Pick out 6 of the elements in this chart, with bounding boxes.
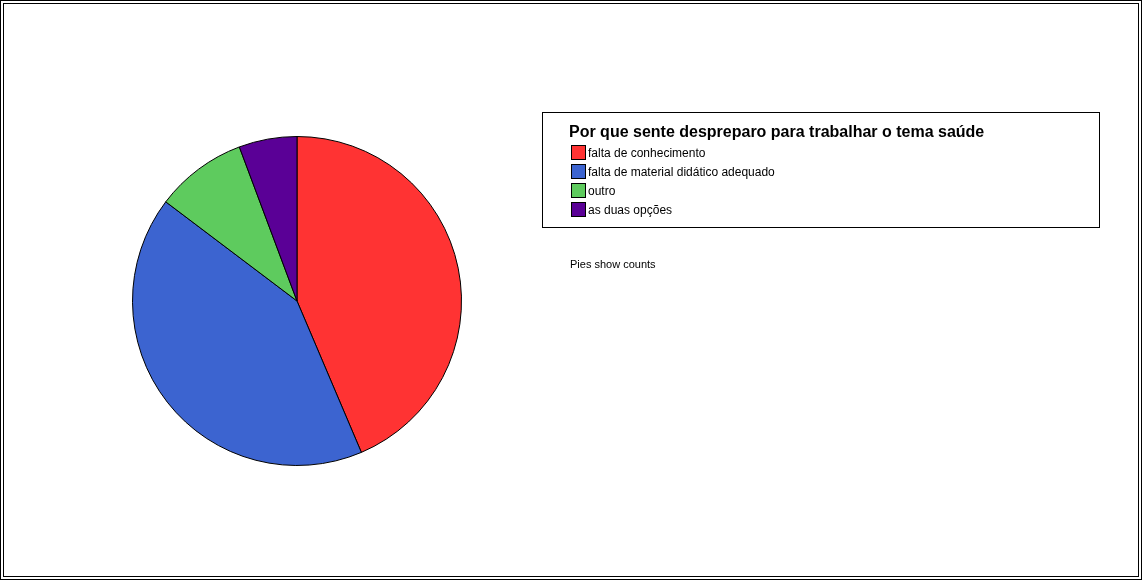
text: Pies show counts	[570, 258, 656, 270]
legend-label: outro	[588, 183, 616, 198]
legend-title: Por que sente despreparo para trabalhar o tema saúde	[569, 123, 986, 141]
legend-label: as duas opções	[588, 202, 673, 217]
legend-label: falta de material didático adequado	[588, 164, 775, 179]
legend-label: falta de conhecimento	[588, 145, 706, 160]
